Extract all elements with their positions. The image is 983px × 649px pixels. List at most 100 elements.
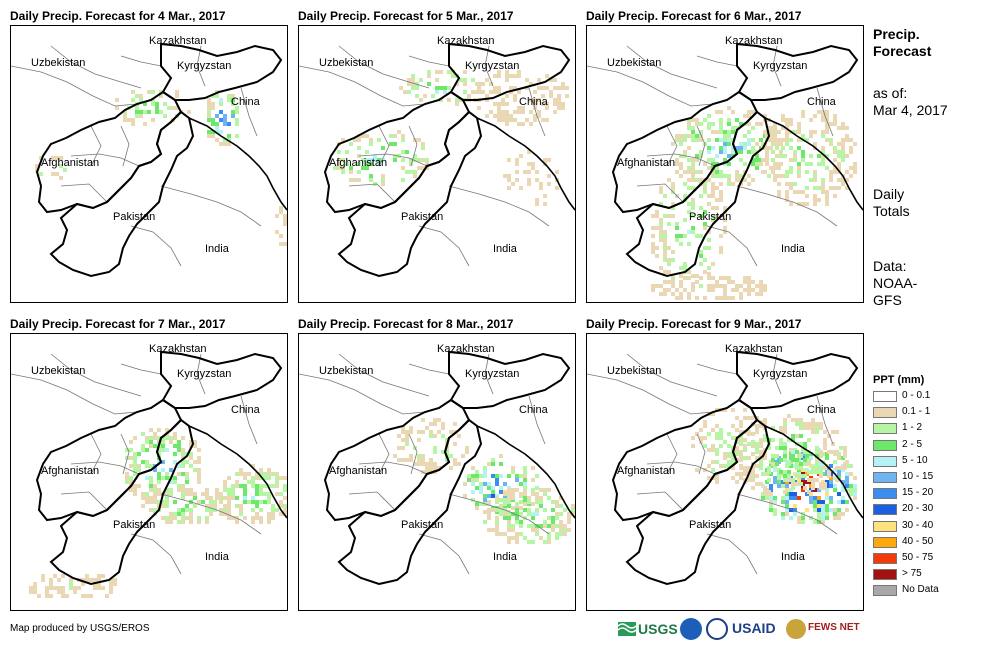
precip-cell xyxy=(421,158,425,162)
precip-cell xyxy=(835,430,839,434)
precip-cell xyxy=(711,428,715,432)
legend-label: > 75 xyxy=(902,568,922,580)
precip-cell xyxy=(781,174,785,178)
precip-cell xyxy=(215,138,219,142)
precip-cell xyxy=(731,138,735,142)
admin-boundary xyxy=(348,183,396,203)
precip-cell xyxy=(59,164,63,168)
precip-cell xyxy=(565,94,569,98)
legend-swatch xyxy=(873,423,897,435)
precip-cell xyxy=(509,74,513,78)
precip-cell xyxy=(763,490,767,494)
precip-cell xyxy=(799,462,803,466)
usaid-logo-text: USAID xyxy=(732,620,776,636)
precip-cell xyxy=(433,422,437,426)
precip-cell xyxy=(773,512,777,516)
map-panel-6: Kazakhstan Uzbekistan Kyrgyzstan China Afgha… xyxy=(586,333,864,611)
precip-cell xyxy=(819,426,823,430)
precip-cell xyxy=(381,178,385,182)
precip-cell xyxy=(231,496,235,500)
precip-cell xyxy=(773,500,777,504)
precip-cell xyxy=(227,138,231,142)
precip-cell xyxy=(181,516,185,520)
precip-cell xyxy=(483,494,487,498)
precip-cell xyxy=(755,424,759,428)
precip-cell xyxy=(279,512,283,516)
precip-cell xyxy=(169,436,173,440)
admin-boundary xyxy=(338,45,430,89)
precip-cell xyxy=(559,512,563,516)
precip-cell xyxy=(823,442,827,446)
precip-cell xyxy=(421,454,425,458)
precip-cell xyxy=(531,478,535,482)
precip-cell xyxy=(651,214,655,218)
precip-cell xyxy=(235,110,239,114)
precip-cell xyxy=(165,492,169,496)
precip-cell xyxy=(807,490,811,494)
precip-cell xyxy=(711,170,715,174)
precip-cell xyxy=(557,94,561,98)
precip-cell xyxy=(651,250,655,254)
precip-cell xyxy=(487,482,491,486)
precip-cell xyxy=(823,438,827,442)
precip-cell xyxy=(549,90,553,94)
precip-cell xyxy=(407,82,411,86)
precip-cell xyxy=(837,516,841,520)
precip-cell xyxy=(271,504,275,508)
precip-cell xyxy=(509,86,513,90)
precip-cell xyxy=(39,172,43,176)
precip-cell xyxy=(353,138,357,142)
precip-cell xyxy=(743,280,747,284)
precip-cell xyxy=(841,178,845,182)
precip-cell xyxy=(271,472,275,476)
precip-cell xyxy=(675,296,679,300)
precip-cell xyxy=(275,492,279,496)
precip-cell xyxy=(723,138,727,142)
precip-cell xyxy=(211,102,215,106)
precip-cell xyxy=(821,500,825,504)
precip-cell xyxy=(207,110,211,114)
precip-cell xyxy=(531,502,535,506)
precip-cell xyxy=(501,118,505,122)
precip-cell xyxy=(671,274,675,278)
precip-cell xyxy=(515,516,519,520)
precip-cell xyxy=(797,516,801,520)
precip-cell xyxy=(419,98,423,102)
precip-cell xyxy=(283,504,287,508)
precip-cell xyxy=(811,430,815,434)
precip-cell xyxy=(279,206,283,210)
precip-cell xyxy=(663,292,667,296)
precip-cell xyxy=(769,134,773,138)
kyrgyzstan-border xyxy=(736,350,859,409)
precip-cell xyxy=(699,250,703,254)
precip-cell xyxy=(451,74,455,78)
precip-cell xyxy=(719,170,723,174)
precip-cell xyxy=(785,190,789,194)
map-panel-4: Kazakhstan Uzbekistan Kyrgyzstan China Afgha… xyxy=(10,333,288,611)
precip-cell xyxy=(501,114,505,118)
precip-cell xyxy=(483,498,487,502)
precip-cell xyxy=(165,500,169,504)
precip-cell xyxy=(171,106,175,110)
precip-cell xyxy=(53,574,57,578)
precip-cell xyxy=(511,528,515,532)
precip-cell xyxy=(433,446,437,450)
precip-cell xyxy=(743,142,747,146)
admin-boundary xyxy=(706,225,758,267)
precip-cell xyxy=(507,178,511,182)
precip-cell xyxy=(227,142,231,146)
precip-cell xyxy=(771,438,775,442)
precip-cell xyxy=(719,182,723,186)
precip-cell xyxy=(671,258,675,262)
precip-cell xyxy=(785,500,789,504)
precip-cell xyxy=(703,436,707,440)
precip-cell xyxy=(853,488,857,492)
admin-boundary xyxy=(90,125,102,167)
precip-cell xyxy=(123,114,127,118)
precip-cell xyxy=(515,474,519,478)
precip-cell xyxy=(715,432,719,436)
precip-cell xyxy=(751,432,755,436)
precip-cell xyxy=(699,234,703,238)
precip-cell xyxy=(797,126,801,130)
precip-cell xyxy=(189,464,193,468)
